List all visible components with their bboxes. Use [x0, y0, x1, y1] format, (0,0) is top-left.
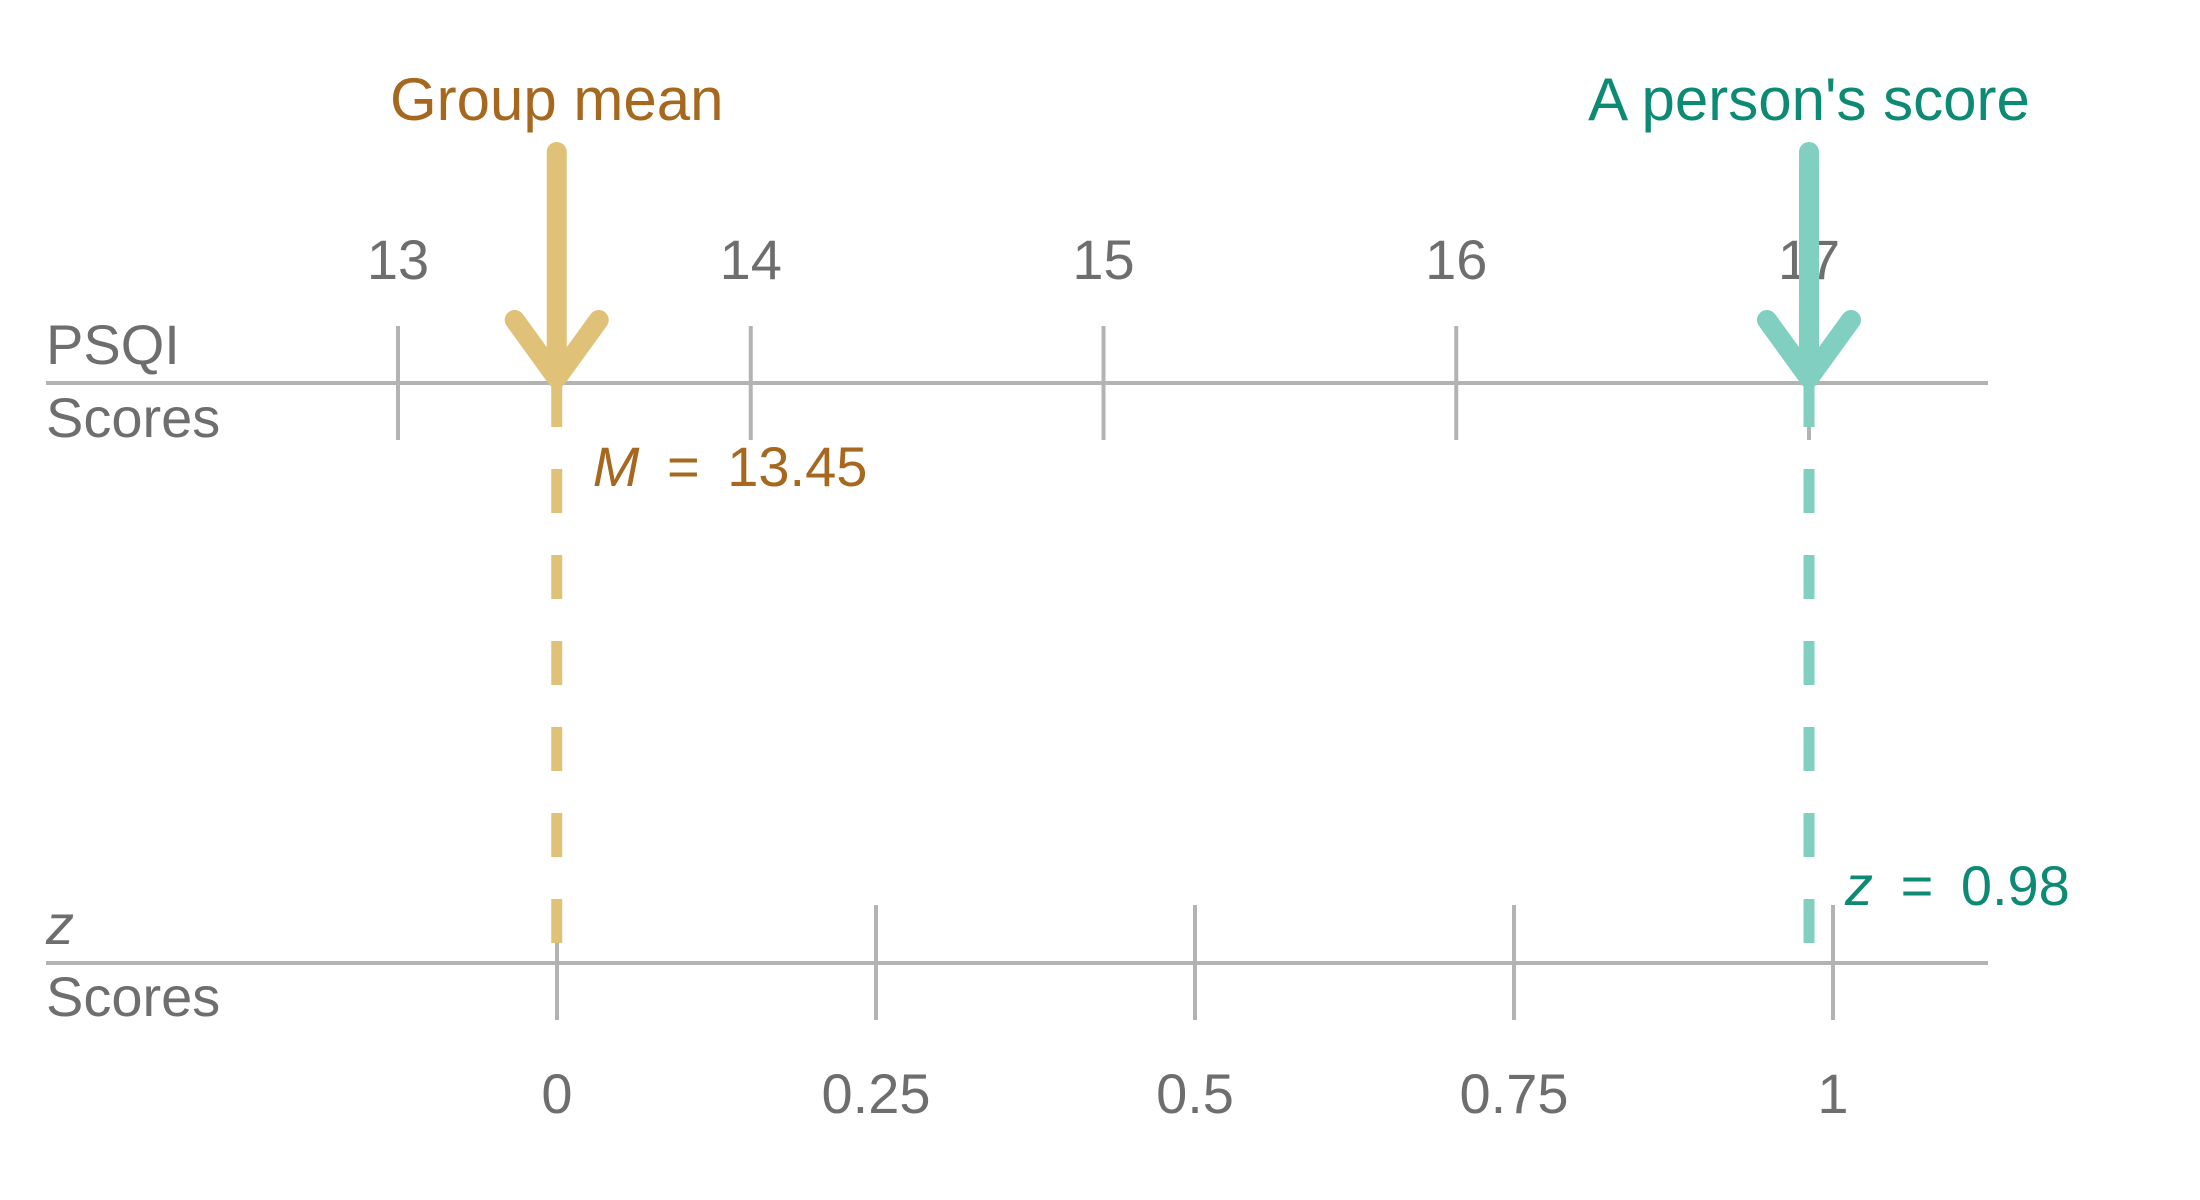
- group-mean-statistic: M = 13.45: [593, 435, 868, 498]
- z-tick-label: 0.25: [822, 1062, 931, 1125]
- psqi-tick-label: 13: [367, 228, 429, 291]
- psqi-axis-name-line2: Scores: [46, 386, 220, 449]
- group-mean-equals: =: [667, 435, 700, 498]
- z-tick-label: 0.5: [1156, 1062, 1234, 1125]
- z-axis-name-line1: z: [45, 893, 74, 956]
- psqi-axis: 1314151617 PSQI Scores: [46, 228, 1988, 449]
- psqi-tick-label: 14: [720, 228, 782, 291]
- psqi-axis-name-line1: PSQI: [46, 313, 180, 376]
- group-mean-value: 13.45: [727, 435, 867, 498]
- person-score-symbol: z: [1844, 854, 1873, 917]
- psqi-tick-label: 16: [1425, 228, 1487, 291]
- z-tick-label: 0.75: [1460, 1062, 1569, 1125]
- psqi-tick-label: 15: [1072, 228, 1134, 291]
- z-axis: 0 0.25 0.5 0.75 1 z Scores: [45, 893, 1988, 1125]
- z-tick-label: 1: [1817, 1062, 1848, 1125]
- z-tick-label: 0: [541, 1062, 572, 1125]
- person-score-statistic: z = 0.98: [1844, 854, 2070, 917]
- person-score-value: 0.98: [1961, 854, 2070, 917]
- group-mean-title: Group mean: [390, 66, 724, 133]
- z-ticks: 0 0.25 0.5 0.75 1: [541, 905, 1849, 1125]
- person-score-marker: A person's score z = 0.98: [1588, 66, 2070, 963]
- group-mean-marker: Group mean M = 13.45: [390, 66, 867, 963]
- group-mean-symbol: M: [593, 435, 640, 498]
- person-score-arrow-head: [1757, 310, 1861, 388]
- person-score-title: A person's score: [1588, 66, 2030, 133]
- group-mean-arrow-head: [504, 310, 609, 388]
- z-axis-name-line2: Scores: [46, 965, 220, 1028]
- person-score-equals: =: [1901, 854, 1934, 917]
